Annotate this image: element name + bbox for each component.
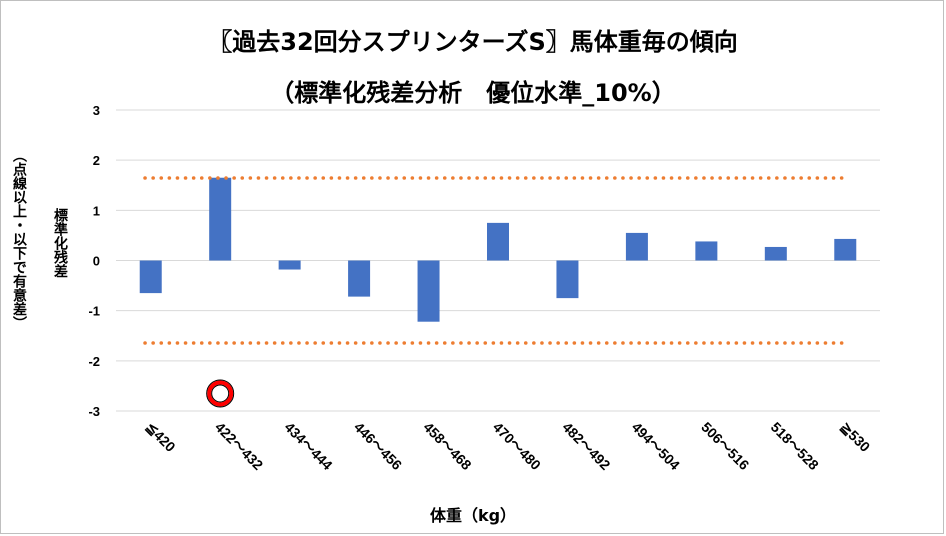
- bar: [348, 260, 371, 297]
- y-axis-note: （点線以上・以下で有意差）: [11, 148, 27, 330]
- bar: [556, 260, 579, 299]
- bar: [209, 177, 232, 261]
- x-tick-label: ≧530: [837, 419, 873, 455]
- chart-title: 〖過去32回分スプリンターズS〗馬体重毎の傾向: [208, 28, 738, 56]
- bar: [695, 241, 718, 261]
- x-tick-label: 470～480: [490, 419, 544, 473]
- y-tick-label: -3: [88, 404, 100, 419]
- x-tick-label: ≦420: [143, 419, 179, 455]
- y-tick-label: 1: [93, 203, 100, 218]
- bar: [764, 246, 787, 261]
- x-tick-label: 506～516: [698, 419, 752, 473]
- marker-circle-outer: [207, 380, 234, 407]
- x-tick-label: 446～456: [351, 419, 405, 473]
- x-tick-label: 422～432: [212, 419, 266, 473]
- bar: [487, 222, 509, 261]
- y-tick-label: -2: [88, 354, 100, 369]
- marker-circle-inner: [211, 384, 230, 403]
- chart-subtitle: （標準化残差分析 優位水準_10%）: [270, 79, 676, 107]
- bar: [139, 260, 162, 294]
- marker-circle-outline: [206, 379, 235, 408]
- y-axis-label: 標準化残差: [52, 208, 68, 278]
- x-tick-label: 482～492: [559, 419, 613, 473]
- x-axis-label: 体重（kg）: [429, 506, 517, 525]
- y-tick-label: 3: [93, 103, 100, 118]
- x-tick-label: 458～468: [420, 419, 474, 473]
- y-tick-label: 2: [93, 153, 100, 168]
- x-tick-label: 434～444: [282, 419, 336, 473]
- y-tick-label: -1: [88, 304, 100, 319]
- bar: [417, 260, 440, 322]
- bar: [278, 260, 301, 270]
- x-tick-label: 494～504: [629, 419, 683, 473]
- y-tick-label: 0: [93, 254, 100, 269]
- x-tick-label: 518～528: [768, 419, 822, 473]
- bar: [834, 238, 857, 261]
- bar: [625, 232, 648, 261]
